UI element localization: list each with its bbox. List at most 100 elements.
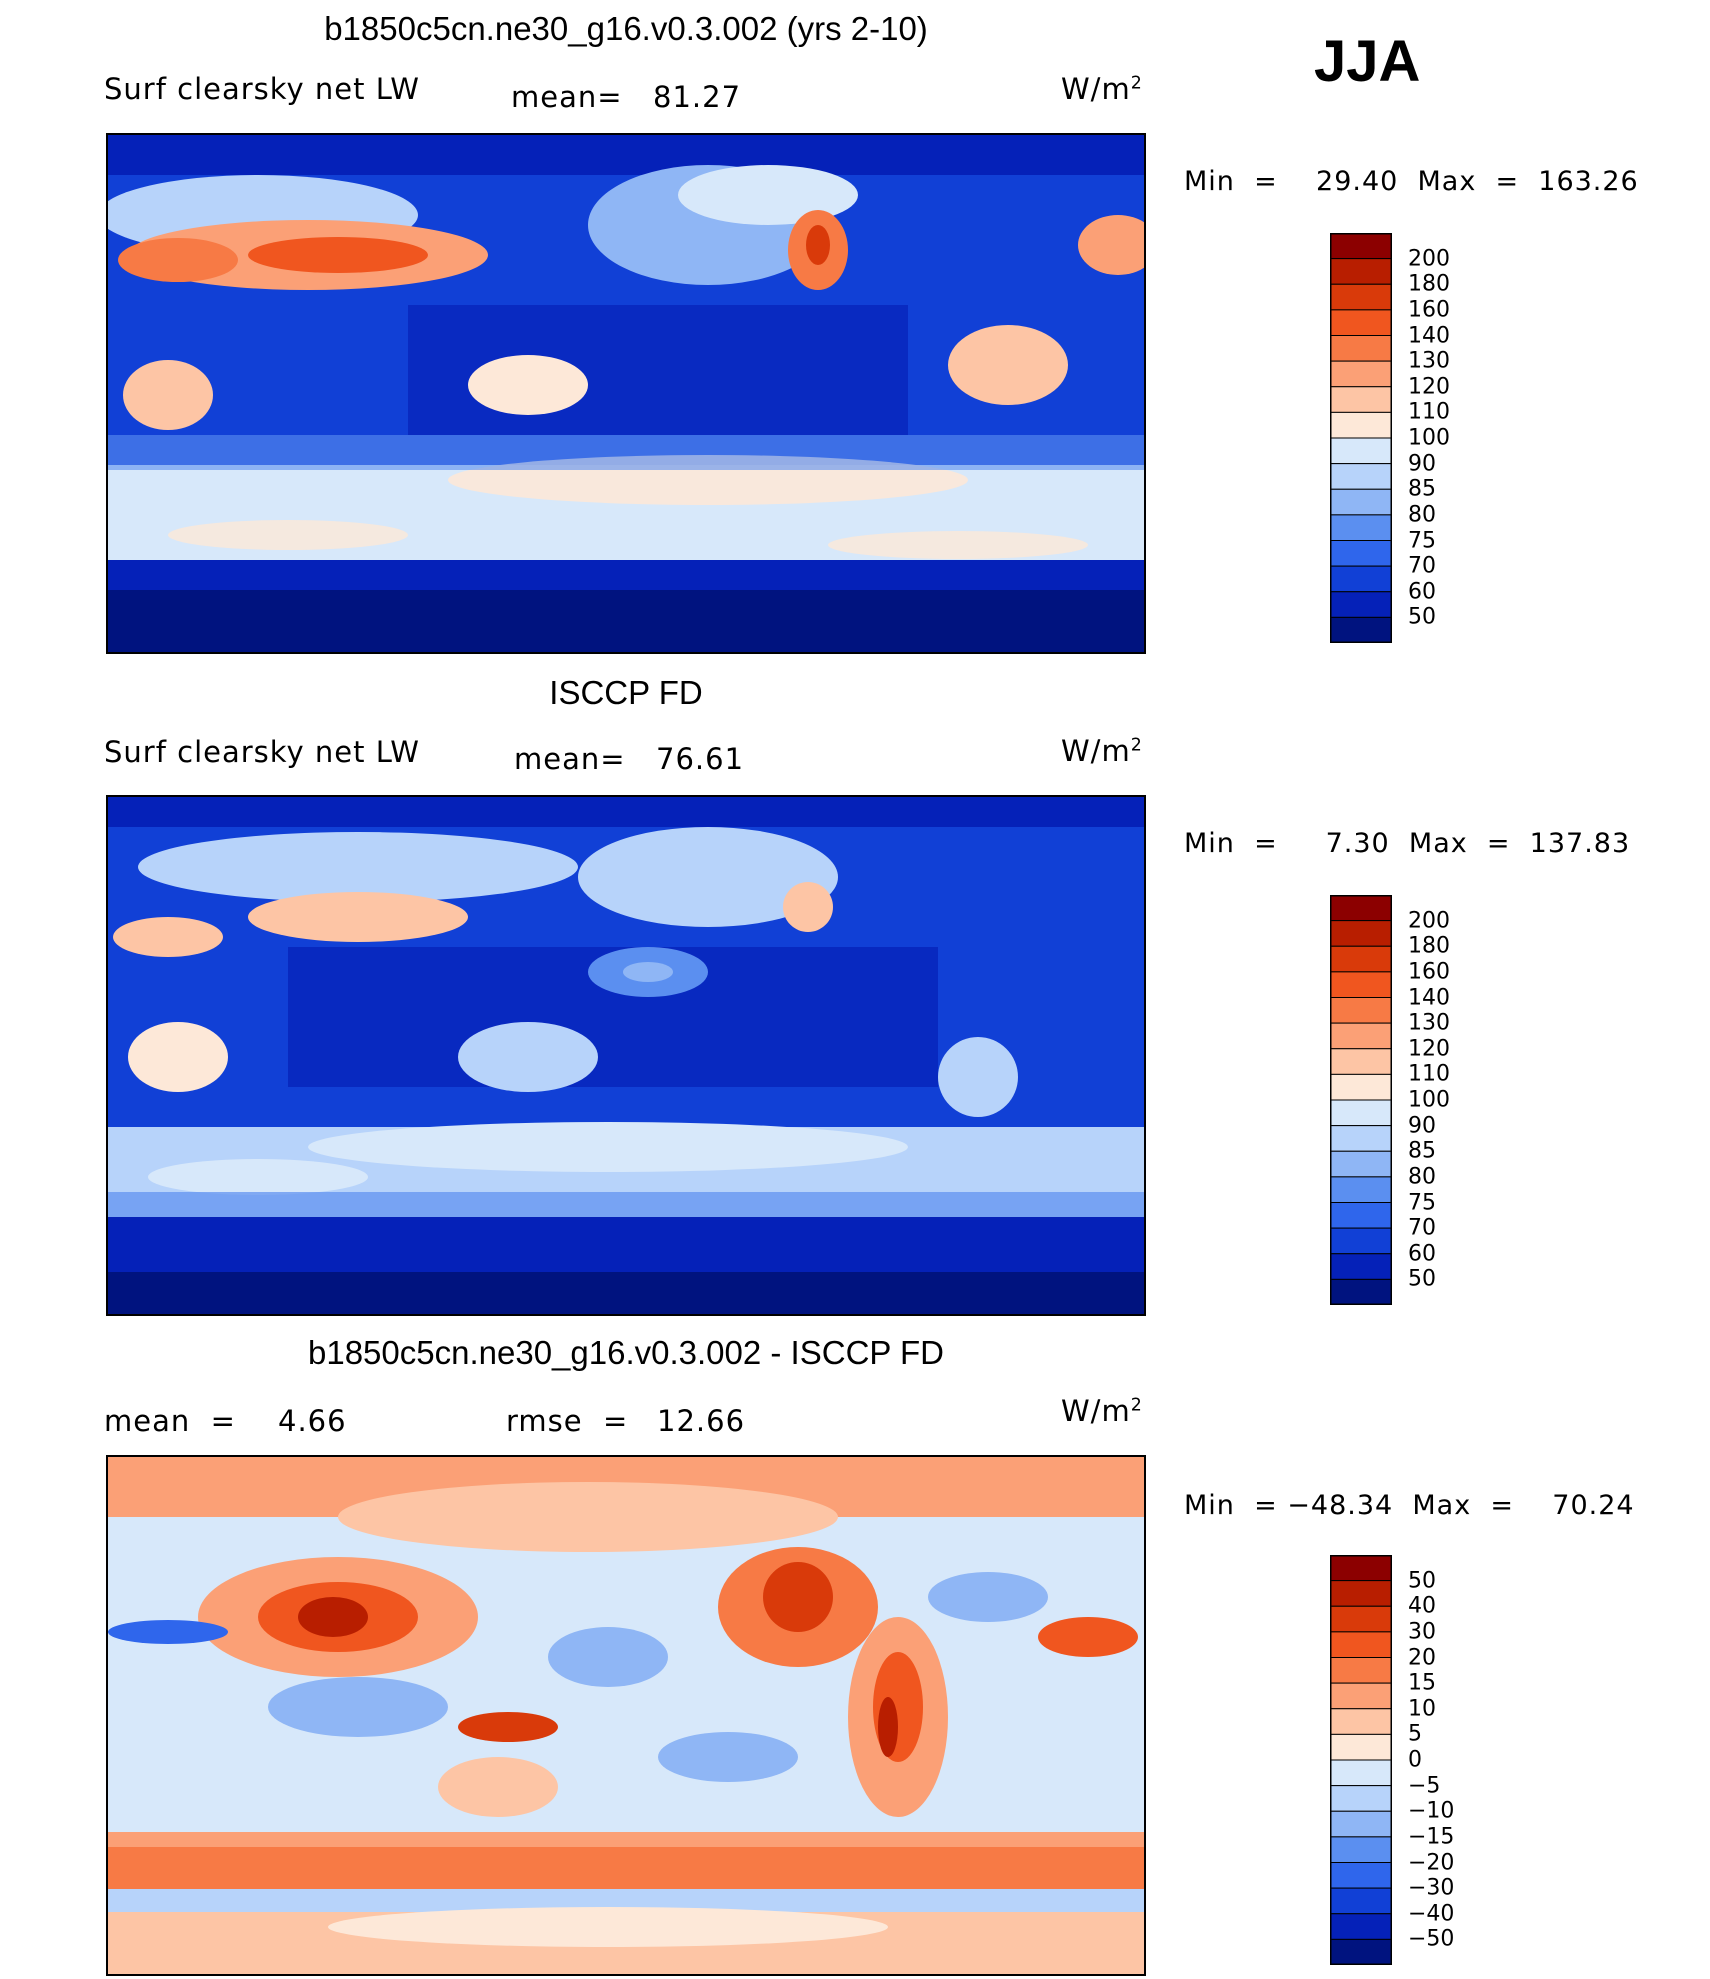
colorbar-swatch	[1330, 1810, 1392, 1838]
colorbar-swatch	[1330, 1682, 1392, 1710]
colorbar-tick-label: 40	[1408, 1593, 1436, 1619]
colorbar-tick-label: 10	[1408, 1696, 1436, 1722]
colorbar-tick-label: 140	[1408, 323, 1450, 348]
colorbar-swatch	[1330, 283, 1392, 311]
panel-2-variable: Surf clearsky net LW	[104, 735, 420, 769]
colorbar-swatch	[1330, 1733, 1392, 1761]
colorbar-tick-label: −40	[1408, 1901, 1455, 1927]
colorbar-tick-label: 160	[1408, 959, 1450, 985]
panel-2-map	[106, 795, 1146, 1316]
colorbar-tick-label: −50	[1408, 1926, 1455, 1952]
panel-2-mean-value: 76.61	[656, 742, 745, 776]
colorbar-swatch	[1330, 895, 1392, 922]
panel-3-title: b1850c5cn.ne30_g16.v0.3.002 - ISCCP FD	[308, 1334, 944, 1371]
colorbar-swatch	[1330, 565, 1392, 593]
colorbar-swatch	[1330, 1631, 1392, 1658]
panel-3-map	[106, 1455, 1146, 1976]
colorbar-tick-label: 100	[1408, 425, 1450, 451]
panel-3-unit: W/m2	[1061, 1394, 1143, 1428]
colorbar-swatch	[1330, 1657, 1392, 1684]
colorbar-tick-label: 85	[1408, 1138, 1436, 1164]
colorbar-swatch	[1330, 1022, 1392, 1050]
panel-1-variable: Surf clearsky net LW	[104, 72, 420, 106]
colorbar-tick-label: 60	[1408, 1241, 1436, 1267]
colorbar-swatch	[1330, 1176, 1392, 1203]
colorbar-swatch	[1330, 1605, 1392, 1633]
colorbar-swatch	[1330, 1073, 1392, 1101]
colorbar-swatch	[1330, 920, 1392, 947]
colorbar-swatch	[1330, 971, 1392, 998]
colorbar-tick-label: 0	[1408, 1747, 1422, 1773]
colorbar-swatch	[1330, 997, 1392, 1024]
colorbar-tick-label: −10	[1408, 1798, 1455, 1824]
colorbar-swatch	[1330, 1227, 1392, 1255]
colorbar-tick-label: 75	[1408, 1190, 1436, 1215]
season-label: JJA	[1314, 29, 1421, 94]
colorbar-tick-label: 100	[1408, 1087, 1450, 1113]
colorbar-swatch	[1330, 1253, 1392, 1280]
colorbar-swatch	[1330, 1759, 1392, 1787]
colorbar-swatch	[1330, 335, 1392, 362]
colorbar-swatch	[1330, 1278, 1392, 1305]
colorbar-swatch	[1330, 233, 1392, 260]
colorbar-swatch	[1330, 1836, 1392, 1863]
colorbar-tick-label: 160	[1408, 297, 1450, 323]
colorbar-swatch	[1330, 591, 1392, 618]
colorbar-swatch	[1330, 1048, 1392, 1075]
colorbar-tick-label: 70	[1408, 553, 1436, 579]
colorbar-swatch	[1330, 488, 1392, 516]
colorbar-tick-label: 200	[1408, 246, 1450, 272]
panel-2-unit: W/m2	[1061, 734, 1143, 768]
panel-3-mean-label: mean =	[104, 1404, 236, 1438]
colorbar-tick-label: 120	[1408, 1036, 1450, 1062]
colorbar-outline	[1330, 895, 1392, 1305]
panel-2-colorbar	[1330, 895, 1392, 1305]
colorbar-tick-label: 15	[1408, 1670, 1436, 1696]
colorbar-swatch	[1330, 1862, 1392, 1889]
colorbar-swatch	[1330, 386, 1392, 413]
panel-1-mean-label: mean=	[511, 80, 623, 114]
colorbar-swatch	[1330, 1125, 1392, 1152]
colorbar-tick-label: 80	[1408, 1164, 1436, 1190]
colorbar-tick-label: 180	[1408, 271, 1450, 297]
colorbar-swatch	[1330, 309, 1392, 336]
panel-2-title: ISCCP FD	[549, 674, 703, 711]
colorbar-tick-label: 75	[1408, 528, 1436, 553]
colorbar-swatch	[1330, 1785, 1392, 1812]
colorbar-tick-label: −20	[1408, 1850, 1455, 1875]
colorbar-tick-label: −5	[1408, 1773, 1441, 1799]
panel-1-minmax: Min = 29.40 Max = 163.26	[1184, 166, 1639, 197]
colorbar-swatch	[1330, 1150, 1392, 1178]
colorbar-swatch	[1330, 463, 1392, 490]
colorbar-swatch	[1330, 1887, 1392, 1915]
colorbar-swatch	[1330, 514, 1392, 541]
colorbar-tick-label: 70	[1408, 1215, 1436, 1241]
colorbar-swatch	[1330, 945, 1392, 973]
colorbar-tick-label: 130	[1408, 1010, 1450, 1036]
panel-3-mean-value: 4.66	[278, 1404, 347, 1438]
panel-1-title: b1850c5cn.ne30_g16.v0.3.002 (yrs 2-10)	[324, 10, 928, 47]
colorbar-swatch	[1330, 1708, 1392, 1735]
colorbar-tick-label: 50	[1408, 1568, 1436, 1594]
colorbar-swatch	[1330, 540, 1392, 567]
colorbar-tick-label: 85	[1408, 476, 1436, 502]
colorbar-swatch	[1330, 1099, 1392, 1127]
colorbar-swatch	[1330, 1580, 1392, 1607]
colorbar-tick-label: −15	[1408, 1824, 1455, 1850]
panel-3-minmax: Min = −48.34 Max = 70.24	[1184, 1490, 1635, 1521]
colorbar-tick-label: −30	[1408, 1875, 1455, 1901]
colorbar-swatch	[1330, 616, 1392, 643]
colorbar-tick-label: 30	[1408, 1619, 1436, 1645]
colorbar-tick-label: 50	[1408, 604, 1436, 630]
panel-2-minmax: Min = 7.30 Max = 137.83	[1184, 828, 1631, 859]
colorbar-outline	[1330, 233, 1392, 643]
colorbar-tick-label: 200	[1408, 908, 1450, 934]
panel-3-colorbar	[1330, 1555, 1392, 1965]
colorbar-tick-label: 20	[1408, 1645, 1436, 1670]
colorbar-tick-label: 110	[1408, 399, 1450, 425]
colorbar-tick-label: 130	[1408, 348, 1450, 374]
colorbar-swatch	[1330, 1202, 1392, 1229]
colorbar-outline	[1330, 1555, 1392, 1965]
colorbar-swatch	[1330, 258, 1392, 285]
colorbar-tick-label: 90	[1408, 451, 1436, 477]
